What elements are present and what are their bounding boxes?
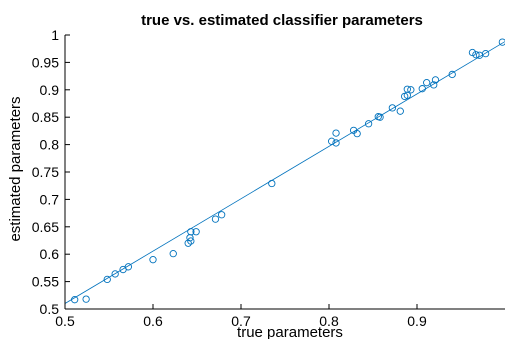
chart-title: true vs. estimated classifier parameters <box>141 12 423 29</box>
data-point <box>103 275 111 284</box>
y-tick-label: 0.85 <box>32 109 59 125</box>
fit-line-layer <box>64 41 505 304</box>
data-point <box>448 70 456 79</box>
y-tick-label: 0.55 <box>32 274 59 290</box>
data-point <box>423 79 431 87</box>
x-tick-label: 0.5 <box>55 313 75 329</box>
y-tick-label: 0.8 <box>40 137 60 153</box>
data-point <box>71 296 79 304</box>
y-axis-label: estimated parameters <box>7 96 24 241</box>
data-point <box>332 129 340 137</box>
y-tick-label: 0.5 <box>40 301 60 317</box>
y-tick-label: 0.95 <box>32 54 59 70</box>
data-point <box>149 256 157 264</box>
ticks-layer: 0.5 0.6 0.7 0.8 0.9 0.5 0.55 0.6 0.65 0.7 0.75 0.8 0… <box>32 27 427 329</box>
data-point <box>418 85 426 93</box>
y-tick-label: 0.75 <box>32 164 59 180</box>
y-tick-label: 0.7 <box>40 191 60 207</box>
data-point <box>407 86 415 94</box>
data-point <box>364 120 373 128</box>
y-tick-label: 0.6 <box>40 246 60 262</box>
data-point <box>376 113 384 121</box>
data-point <box>472 51 480 59</box>
data-point <box>403 85 411 93</box>
y-tick-label: 0.65 <box>32 219 59 235</box>
data-point <box>430 81 438 89</box>
data-point <box>498 38 505 46</box>
data-point <box>468 48 477 57</box>
data-point <box>82 295 90 303</box>
fit-line <box>64 41 505 304</box>
data-point <box>211 215 220 223</box>
x-tick-label: 0.9 <box>407 313 427 329</box>
data-point <box>396 107 404 115</box>
data-point <box>268 179 276 188</box>
x-tick-label: 0.6 <box>143 313 163 329</box>
x-tick-label: 0.8 <box>319 313 339 329</box>
x-tick-label: 0.7 <box>231 313 251 329</box>
x-axis-label: true parameters <box>237 324 343 339</box>
y-tick-label: 0.9 <box>40 82 60 98</box>
points-layer <box>71 38 505 304</box>
data-point <box>481 49 490 58</box>
data-point <box>217 211 226 219</box>
data-point <box>388 104 397 112</box>
data-point <box>187 237 195 245</box>
data-point <box>332 139 340 147</box>
data-point <box>192 228 200 236</box>
data-point <box>327 137 336 145</box>
data-point <box>431 76 440 84</box>
data-point <box>169 250 177 258</box>
data-point <box>187 228 195 236</box>
data-point <box>111 270 119 278</box>
data-point <box>124 263 133 271</box>
y-tick-label: 1 <box>51 27 59 43</box>
data-point <box>353 129 361 138</box>
